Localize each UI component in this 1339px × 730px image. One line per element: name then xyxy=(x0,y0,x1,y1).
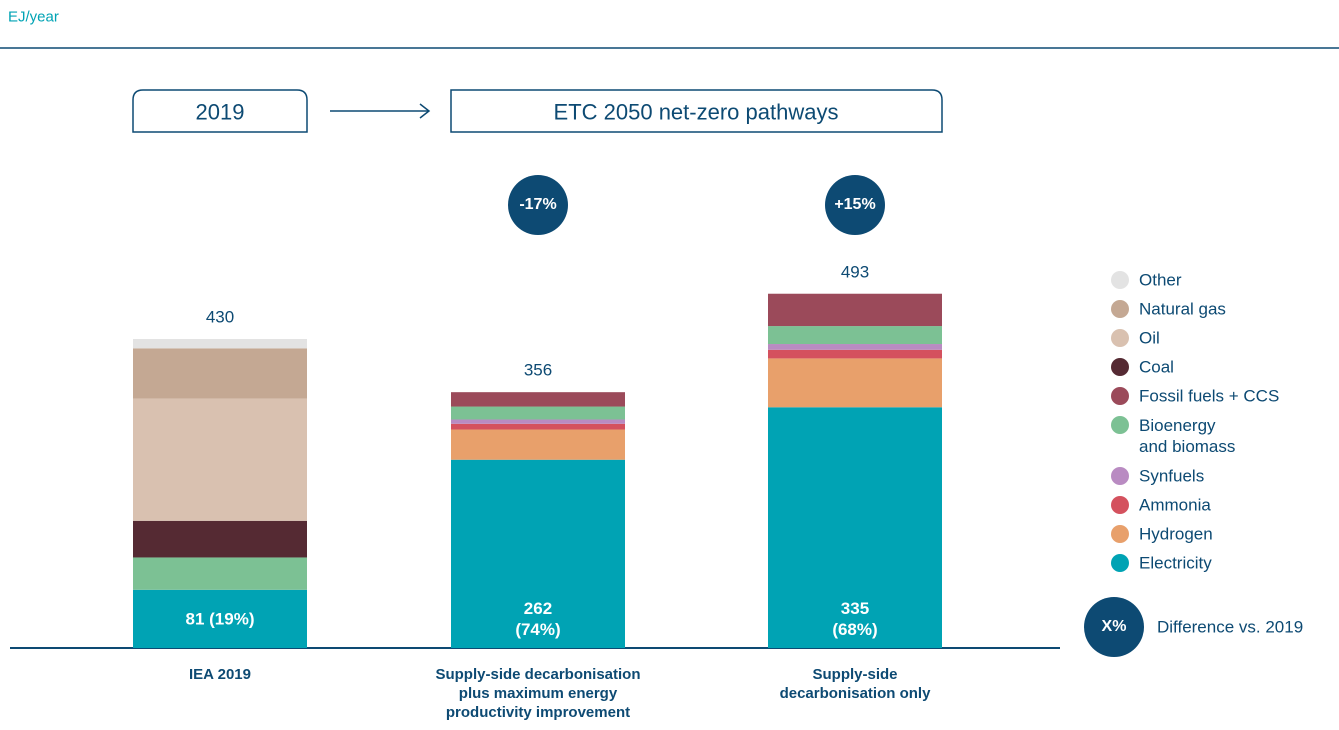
legend-label: Electricity xyxy=(1139,553,1212,573)
bar-segment xyxy=(451,419,625,424)
legend-label: Bioenergy and biomass xyxy=(1139,415,1236,456)
period-box xyxy=(132,89,308,133)
unit-label: EJ/year xyxy=(8,8,59,26)
legend-swatch xyxy=(1111,525,1129,543)
legend-swatch xyxy=(1111,416,1129,434)
difference-badge xyxy=(825,175,885,235)
legend-badge xyxy=(1084,597,1144,657)
difference-label: -17% xyxy=(519,196,557,213)
bar-segment xyxy=(133,398,307,521)
difference-badge xyxy=(508,175,568,235)
bar-segment xyxy=(451,406,625,420)
legend-label: Other xyxy=(1139,270,1182,290)
arrow-head xyxy=(419,103,431,119)
bar-segment xyxy=(768,407,942,648)
bar-segment xyxy=(768,344,942,350)
legend-swatch xyxy=(1111,554,1129,572)
data-label: 335 (68%) xyxy=(832,598,878,639)
bar-segment xyxy=(451,459,625,648)
bar-segment xyxy=(768,293,942,327)
bar-segment xyxy=(133,348,307,399)
bar-segment xyxy=(133,520,307,558)
legend-label: Difference vs. 2019 xyxy=(1157,617,1304,637)
bar-segment xyxy=(768,358,942,408)
bar-segment xyxy=(451,429,625,460)
x-tick-label: Supply-side decarbonisation only xyxy=(779,666,931,702)
legend-swatch xyxy=(1111,271,1129,289)
legend-badge-label: X% xyxy=(1101,618,1127,635)
bar-segment xyxy=(768,326,942,345)
period-label: 2019 xyxy=(195,99,245,125)
bar-segment xyxy=(451,423,625,430)
difference-label: +15% xyxy=(834,196,876,213)
period-box xyxy=(450,89,943,133)
legend-label: Synfuels xyxy=(1139,466,1205,486)
bar-segment xyxy=(133,339,307,349)
legend-swatch xyxy=(1111,387,1129,405)
bar-segment xyxy=(768,349,942,359)
legend-label: Oil xyxy=(1139,328,1160,348)
legend-label: Fossil fuels + CCS xyxy=(1139,386,1280,406)
data-label: 262 (74%) xyxy=(515,598,561,639)
period-label: ETC 2050 net-zero pathways xyxy=(553,99,839,125)
legend-label: Coal xyxy=(1139,357,1174,377)
total-label: 356 xyxy=(523,360,553,380)
legend-swatch xyxy=(1111,358,1129,376)
legend-swatch xyxy=(1111,467,1129,485)
total-label: 493 xyxy=(840,262,870,282)
data-label: 81 (19%) xyxy=(185,609,255,629)
legend-swatch xyxy=(1111,300,1129,318)
legend-label: Hydrogen xyxy=(1139,524,1213,544)
total-label: 430 xyxy=(205,307,235,327)
bar-segment xyxy=(451,392,625,407)
x-tick-label: IEA 2019 xyxy=(189,666,251,683)
legend-swatch xyxy=(1111,329,1129,347)
legend-swatch xyxy=(1111,496,1129,514)
x-tick-label: Supply-side decarbonisation plus maximum… xyxy=(435,666,641,721)
legend-label: Ammonia xyxy=(1139,495,1211,515)
legend-label: Natural gas xyxy=(1139,299,1226,319)
bar-segment xyxy=(133,557,307,590)
bar-segment xyxy=(133,589,307,648)
